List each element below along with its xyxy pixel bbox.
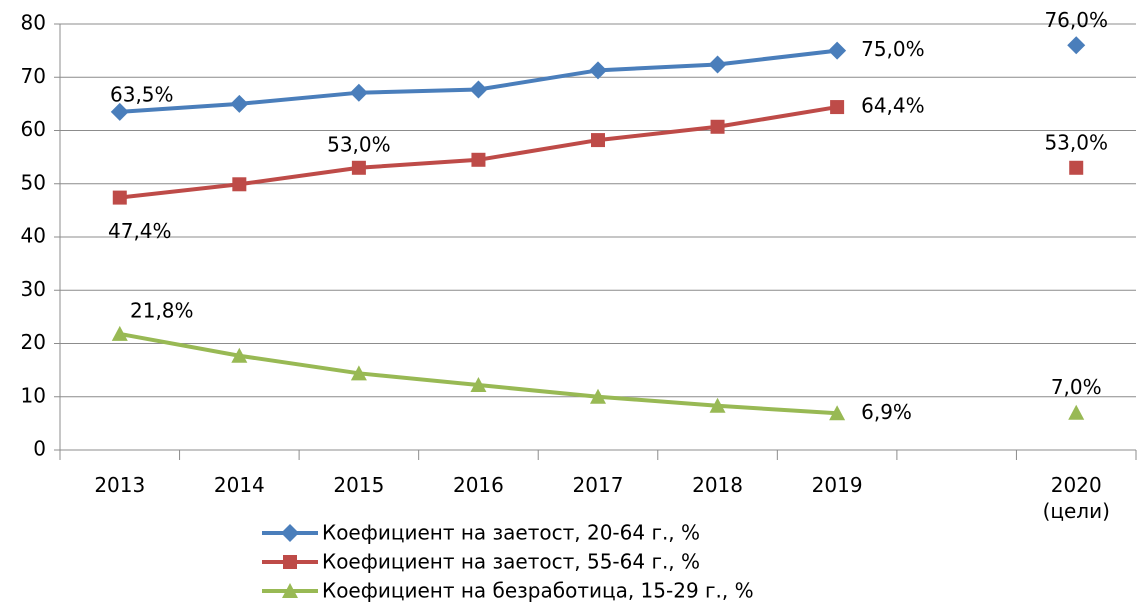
legend-marker	[281, 524, 299, 542]
legend-label: Коефициент на заетост, 20-64 г., %	[322, 521, 700, 545]
data-label: 76,0%	[1044, 8, 1108, 32]
data-point	[591, 133, 605, 148]
legend-label: Коефициент на заетост, 55-64 г., %	[322, 550, 700, 574]
data-label: 53,0%	[327, 132, 391, 156]
data-label: 63,5%	[110, 82, 174, 106]
y-tick-label: 20	[21, 330, 46, 354]
data-point	[232, 177, 247, 192]
data-point	[470, 377, 487, 393]
x-tick-label: 2014	[213, 473, 265, 497]
legend-label: Коефициент на безработица, 15-29 г., %	[322, 579, 754, 603]
y-tick-label: 10	[21, 383, 46, 407]
data-point	[1067, 36, 1086, 55]
x-tick-label: 2018	[692, 473, 743, 497]
data-label: 6,9%	[861, 400, 912, 424]
x-tick-label: 2016	[452, 473, 504, 497]
data-point	[349, 83, 368, 102]
y-tick-label: 30	[21, 277, 46, 301]
data-point	[830, 100, 845, 115]
x-tick-label: 2020 (цели)	[1042, 473, 1110, 523]
y-tick-label: 70	[21, 64, 46, 88]
data-point	[828, 41, 847, 60]
data-point	[231, 347, 248, 363]
legend-marker	[283, 555, 297, 569]
data-label: 7,0%	[1051, 375, 1102, 399]
data-point	[112, 190, 127, 205]
x-tick-label: 2013	[94, 473, 146, 497]
data-label: 75,0%	[861, 37, 925, 61]
data-point	[708, 55, 727, 74]
data-point	[230, 94, 249, 113]
data-label: 21,8%	[130, 298, 194, 322]
data-point	[709, 397, 726, 413]
data-label: 47,4%	[108, 219, 172, 243]
data-point	[469, 80, 488, 99]
x-tick-label: 2019	[811, 473, 863, 497]
x-tick-label: 2017	[572, 473, 624, 497]
data-point	[590, 388, 606, 404]
data-point	[1068, 404, 1085, 420]
y-tick-label: 40	[21, 224, 46, 248]
data-point	[110, 102, 129, 121]
data-point	[350, 365, 367, 381]
data-point	[111, 325, 128, 341]
data-point	[829, 405, 846, 421]
data-point	[589, 61, 607, 80]
data-point	[351, 160, 366, 175]
x-tick-label: 2015	[333, 473, 385, 497]
legend-marker	[282, 583, 298, 598]
y-tick-label: 80	[21, 11, 46, 35]
y-tick-label: 60	[21, 117, 46, 141]
data-point	[1069, 160, 1084, 175]
y-tick-label: 50	[21, 170, 46, 194]
data-label: 53,0%	[1044, 130, 1108, 154]
y-tick-label: 0	[33, 437, 46, 461]
data-point	[710, 119, 725, 134]
data-label: 64,4%	[861, 94, 925, 118]
data-point	[471, 152, 486, 167]
